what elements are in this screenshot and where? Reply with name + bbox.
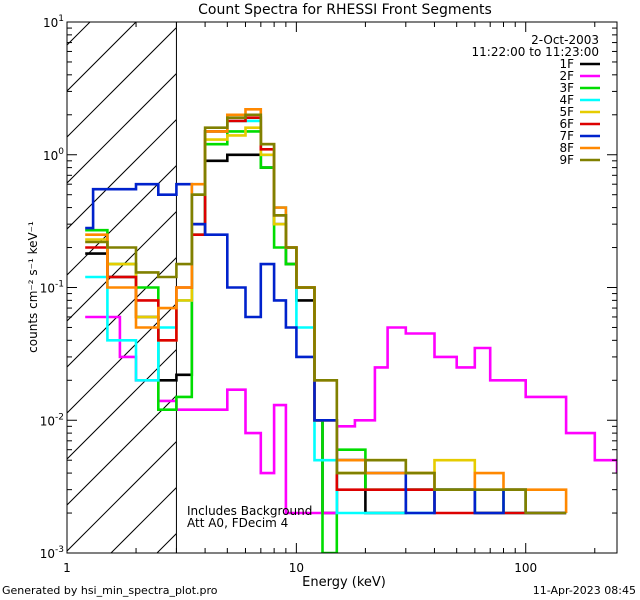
y-tick-label: 10-2 — [40, 412, 64, 428]
y-tick-exponent: -3 — [55, 545, 64, 555]
hatch-line — [67, 26, 177, 138]
hatch-line — [433, 0, 640, 553]
chart-title: Count Spectra for RHESSI Front Segments — [198, 2, 492, 18]
series-line-2F — [85, 315, 617, 515]
x-tick-labels: 1 10 100 — [63, 561, 537, 575]
legend-label-2F: 2F — [559, 69, 574, 83]
x-axis-label: Energy (keV) — [302, 575, 386, 590]
axis-ticks — [66, 22, 617, 554]
hatch-line — [67, 210, 177, 322]
hatch-line — [67, 394, 177, 506]
legend-label-9F: 9F — [559, 153, 574, 167]
y-tick-base: 10 — [40, 414, 55, 428]
y-tick-exponent: -2 — [55, 412, 64, 422]
series-layer — [85, 108, 617, 553]
y-tick-base: 10 — [43, 16, 58, 30]
hatch-line — [387, 0, 640, 553]
legend-label-8F: 8F — [559, 141, 574, 155]
y-tick-label: 10-3 — [40, 545, 64, 561]
legend-label-5F: 5F — [559, 105, 574, 119]
timestamp-footer: 11-Apr-2023 08:45 — [533, 584, 636, 597]
legend-label-3F: 3F — [559, 81, 574, 95]
y-tick-label: 100 — [43, 147, 64, 163]
hatch-line — [571, 0, 640, 553]
hatch-line — [67, 22, 137, 92]
y-tick-base: 10 — [40, 282, 55, 296]
hatch-line — [67, 164, 177, 276]
y-tick-base: 10 — [43, 149, 58, 163]
x-tick-label: 100 — [514, 561, 537, 575]
hatch-line — [67, 256, 177, 368]
time-range-label: 11:22:00 to 11:23:00 — [472, 45, 599, 59]
y-tick-exponent: -1 — [55, 280, 64, 290]
y-tick-exponent: 0 — [58, 147, 64, 157]
y-tick-label: 10-1 — [40, 280, 64, 296]
generated-by-footer: Generated by hsi_min_spectra_plot.pro — [2, 584, 218, 597]
hatch-line — [249, 0, 640, 553]
annotation-background: Includes Background — [187, 504, 312, 518]
y-tick-base: 10 — [40, 547, 55, 561]
legend-label-4F: 4F — [559, 93, 574, 107]
hatch-line — [203, 0, 640, 553]
legend-label-1F: 1F — [559, 57, 574, 71]
y-tick-exponent: 1 — [58, 14, 64, 24]
series-line-9F — [85, 113, 567, 515]
y-tick-label: 101 — [43, 14, 64, 30]
legend-label-7F: 7F — [559, 129, 574, 143]
x-tick-label: 10 — [289, 561, 304, 575]
hatch-line — [617, 0, 640, 553]
date-label: 2-Oct-2003 — [531, 33, 599, 47]
hatch-line — [341, 0, 640, 553]
y-axis-label: counts cm⁻² s⁻¹ keV⁻¹ — [26, 221, 40, 353]
series-line-8F — [85, 108, 568, 513]
hatch-line — [525, 0, 640, 553]
hatch-line — [295, 0, 640, 553]
hatch-line — [67, 348, 177, 460]
hatch-line — [67, 440, 177, 552]
legend-label-6F: 6F — [559, 117, 574, 131]
hatch-line — [67, 302, 177, 414]
x-tick-label: 1 — [63, 561, 71, 575]
annotation-attenuator: Att A0, FDecim 4 — [187, 516, 288, 530]
